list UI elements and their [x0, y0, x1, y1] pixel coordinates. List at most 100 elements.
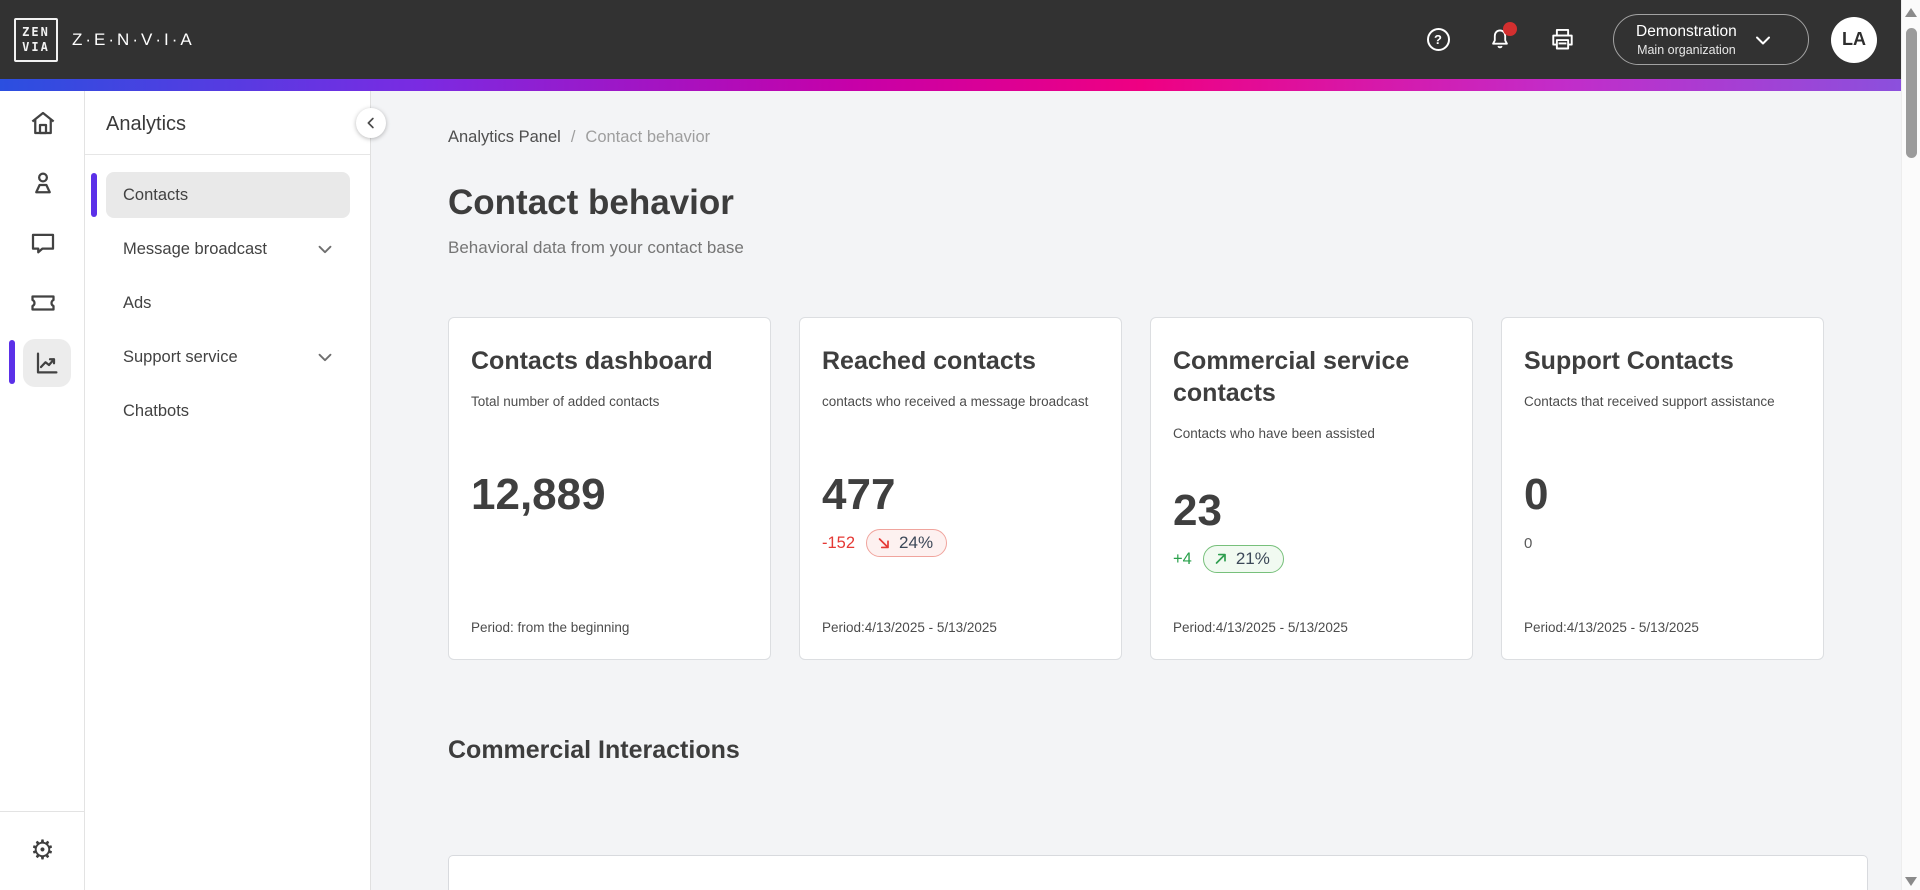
card-value: 12,889: [471, 470, 606, 520]
commercial-interactions-panel: [448, 855, 1868, 890]
chat-icon: [31, 233, 54, 253]
home-icon: [31, 111, 54, 134]
brand-gradient-bar: [0, 79, 1901, 91]
sidebar-title: Analytics: [106, 113, 187, 135]
arrow-up-right-icon: [1215, 554, 1226, 565]
scrollbar-thumb[interactable]: [1906, 28, 1917, 158]
notifications-button[interactable]: [1485, 21, 1517, 55]
card-value: 23: [1173, 486, 1222, 536]
page-scrollbar[interactable]: [1901, 0, 1920, 890]
scrollbar-down-arrow[interactable]: [1905, 877, 1917, 886]
printer-icon: [1551, 28, 1573, 50]
section-title-commercial-interactions: Commercial Interactions: [448, 736, 740, 764]
sidebar-item-label: Message broadcast: [123, 239, 267, 258]
card-title: Reached contacts: [822, 347, 1036, 375]
zenvia-logo-icon: ZEN VIA: [14, 17, 58, 62]
organization-selector[interactable]: Demonstration Main organization: [1613, 14, 1809, 65]
page-subtitle: Behavioral data from your contact base: [448, 238, 744, 257]
delta-value: 0: [1524, 534, 1533, 552]
sidebar-item-label: Chatbots: [123, 401, 190, 420]
rail-item-tickets[interactable]: [0, 274, 85, 331]
breadcrumb-current: Contact behavior: [585, 128, 711, 146]
sidebar-collapse-button[interactable]: [356, 108, 386, 138]
sidebar-item-contacts[interactable]: Contacts: [91, 172, 350, 218]
trend-badge-down: 24%: [866, 529, 948, 558]
sidebar-analytics: Analytics Contacts Message broadcast Ads…: [85, 91, 371, 890]
print-button[interactable]: [1547, 25, 1577, 55]
sidebar-item-label: Support service: [123, 347, 238, 366]
sidebar-item-label: Ads: [123, 293, 152, 312]
card-period: Period: from the beginning: [471, 620, 630, 635]
rail-item-home[interactable]: [0, 94, 85, 151]
card-description: Contacts that received support assistanc…: [1524, 394, 1775, 409]
card-period: Period:4/13/2025 - 5/13/2025: [1524, 620, 1699, 635]
trend-percent: 24%: [899, 533, 934, 553]
card-support-contacts: Support Contacts Contacts that received …: [1501, 317, 1824, 660]
organization-text: Demonstration Main organization: [1636, 23, 1737, 57]
card-contacts-dashboard: Contacts dashboard Total number of added…: [448, 317, 771, 660]
card-delta-row: -152 24%: [822, 525, 1099, 561]
card-title: Commercial service contacts: [1173, 347, 1410, 407]
card-title: Support Contacts: [1524, 347, 1734, 375]
chevron-down-icon: [1755, 36, 1770, 44]
notification-badge: [1503, 21, 1517, 36]
delta-value: -152: [822, 533, 856, 552]
icon-rail: ⚙: [0, 91, 85, 890]
card-reached-contacts: Reached contacts contacts who received a…: [799, 317, 1122, 660]
trend-badge-up: 21%: [1202, 545, 1284, 574]
chevron-down-icon: [318, 245, 332, 254]
ticket-icon: [30, 294, 55, 311]
arrow-down-right-icon: [878, 538, 889, 549]
card-description: contacts who received a message broadcas…: [822, 394, 1089, 409]
help-button[interactable]: ?: [1423, 25, 1453, 55]
chevron-down-icon: [318, 353, 332, 362]
card-period: Period:4/13/2025 - 5/13/2025: [822, 620, 997, 635]
card-description: Total number of added contacts: [471, 394, 660, 409]
chart-icon: [36, 352, 57, 373]
rail-item-conversations[interactable]: [0, 214, 85, 271]
sidebar-item-support-service[interactable]: Support service: [106, 334, 350, 380]
card-title: Contacts dashboard: [471, 347, 713, 375]
brand-name: Z·E·N·V·I·A: [72, 29, 195, 49]
person-icon: [34, 172, 51, 193]
card-period: Period:4/13/2025 - 5/13/2025: [1173, 620, 1348, 635]
card-value: 477: [822, 470, 896, 520]
breadcrumb-analytics-panel[interactable]: Analytics Panel: [448, 128, 561, 146]
logo-line: ZEN: [22, 25, 50, 40]
gear-icon: ⚙: [30, 834, 55, 866]
sidebar-item-ads[interactable]: Ads: [106, 280, 350, 326]
sidebar-item-label: Contacts: [123, 185, 189, 204]
scrollbar-up-arrow[interactable]: [1905, 8, 1917, 17]
help-icon: ?: [1426, 28, 1450, 51]
chevron-left-icon: [367, 117, 374, 129]
sidebar-menu: Contacts Message broadcast Ads Support s…: [85, 155, 370, 434]
user-avatar[interactable]: LA: [1831, 16, 1877, 63]
rail-item-contacts[interactable]: [0, 154, 85, 211]
delta-value: +4: [1173, 549, 1192, 568]
card-delta-row: 0: [1524, 525, 1801, 561]
main-content: Analytics Panel / Contact behavior Conta…: [372, 91, 1901, 890]
rail-divider: [0, 811, 84, 812]
organization-name: Demonstration: [1636, 22, 1737, 40]
sidebar-item-chatbots[interactable]: Chatbots: [106, 388, 350, 434]
card-delta-row: +4 21%: [1173, 541, 1450, 577]
rail-item-analytics[interactable]: [0, 334, 85, 391]
sidebar-divider: [85, 154, 370, 155]
settings-button[interactable]: ⚙: [0, 824, 85, 876]
organization-type: Main organization: [1637, 42, 1736, 57]
card-description: Contacts who have been assisted: [1173, 426, 1375, 441]
breadcrumb: Analytics Panel / Contact behavior: [448, 128, 1901, 147]
brand: ZEN VIA Z·E·N·V·I·A: [14, 17, 195, 62]
card-commercial-service-contacts: Commercial service contacts Contacts who…: [1150, 317, 1473, 660]
topbar: ZEN VIA Z·E·N·V·I·A ?: [0, 0, 1901, 79]
card-delta-row: [471, 525, 748, 561]
sidebar-item-message-broadcast[interactable]: Message broadcast: [106, 226, 350, 272]
card-value: 0: [1524, 470, 1549, 520]
logo-line: VIA: [22, 39, 50, 54]
topbar-actions: ? Demonstration: [1391, 14, 1877, 65]
breadcrumb-separator: /: [570, 128, 576, 146]
trend-percent: 21%: [1235, 549, 1270, 569]
kpi-cards-row: Contacts dashboard Total number of added…: [448, 317, 1901, 660]
page-title: Contact behavior: [448, 183, 734, 222]
